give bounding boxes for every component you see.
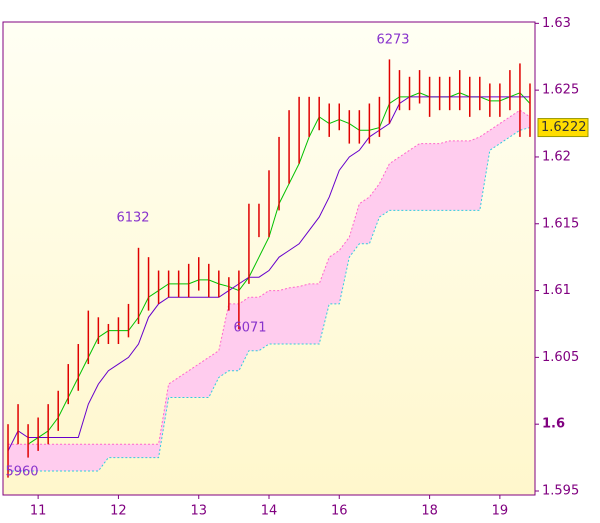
y-tick-label: 1.605 xyxy=(542,350,579,365)
x-tick-label: 19 xyxy=(492,504,509,519)
bars-layer xyxy=(7,59,531,478)
cloud-area xyxy=(8,110,530,471)
x-tick-label: 13 xyxy=(190,504,207,519)
x-tick-label: 12 xyxy=(110,504,127,519)
cloud-span-line xyxy=(8,109,531,445)
y-tick-label: 1.62 xyxy=(542,149,571,164)
y-tick-label: 1.595 xyxy=(542,483,579,498)
y-tick-label: 1.63 xyxy=(542,16,571,31)
cloud-layer xyxy=(8,110,530,471)
x-tick-label: 16 xyxy=(331,504,348,519)
y-tick-label: 1.6 xyxy=(542,417,565,432)
y-tick-label: 1.625 xyxy=(542,83,579,98)
y-tick-label: 1.615 xyxy=(542,216,579,231)
y-tick-label: 1.61 xyxy=(542,283,571,298)
cloud-span-line xyxy=(8,127,531,472)
annotation: 6132 xyxy=(116,211,149,226)
plot-background xyxy=(3,22,535,495)
axes-layer: 1.595 1.6 1.605 1.61 1.615 1.62 1.625 1.63 11 12 1… xyxy=(5,16,589,519)
last-price-box xyxy=(537,118,589,138)
annotation: 6273 xyxy=(376,33,409,48)
annotation: 6071 xyxy=(233,321,266,336)
last-price-label: 1.6222 xyxy=(541,120,587,135)
annotation: 5960 xyxy=(5,465,38,480)
x-tick-label: 11 xyxy=(30,504,47,519)
indicator-line xyxy=(7,96,530,452)
x-tick-label: 14 xyxy=(261,504,278,519)
x-tick-label: 18 xyxy=(421,504,438,519)
